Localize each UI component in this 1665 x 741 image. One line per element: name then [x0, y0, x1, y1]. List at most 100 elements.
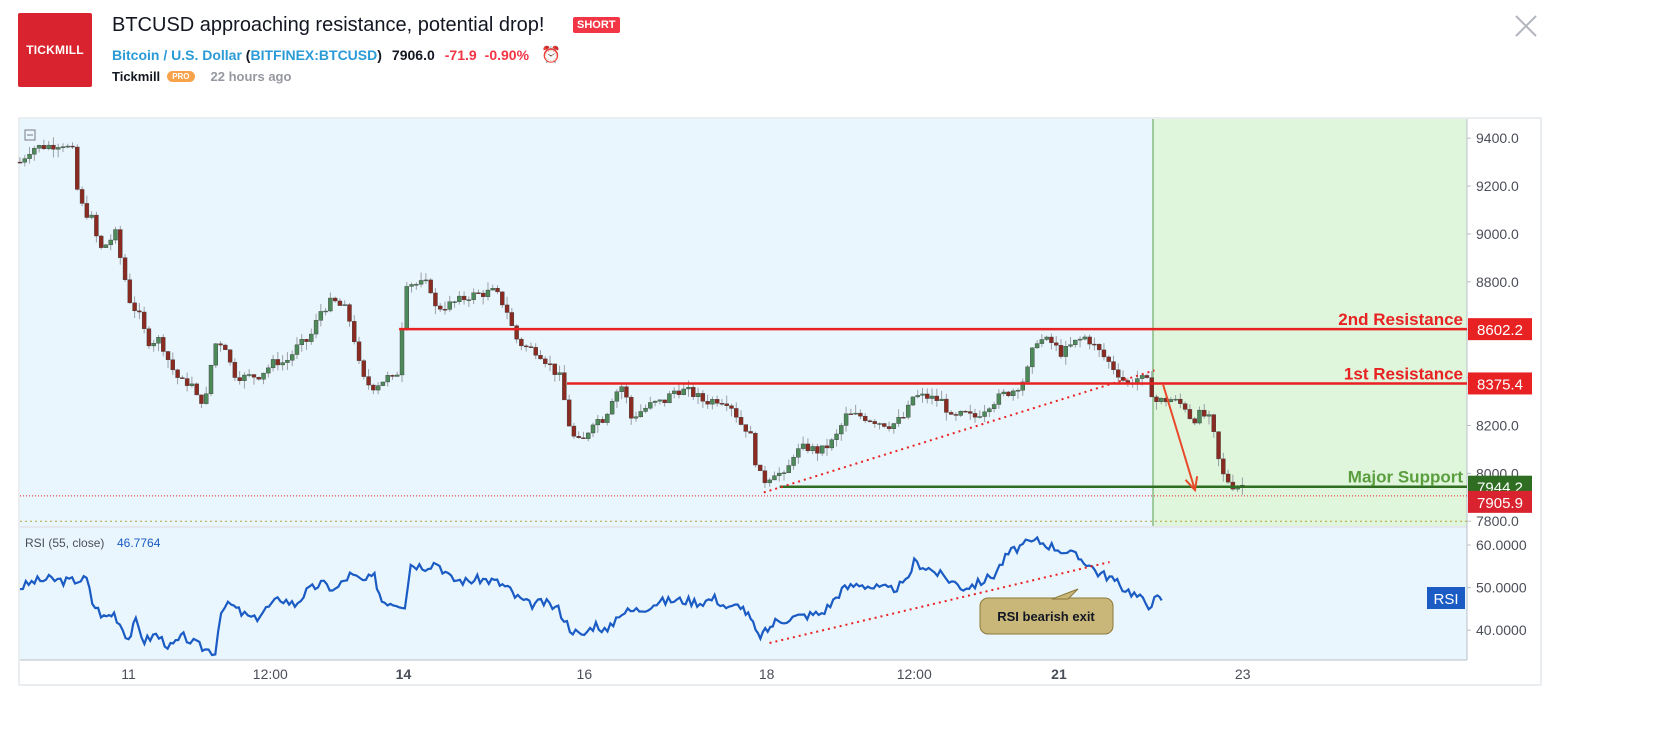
candle-body — [576, 436, 581, 438]
candle-body — [1058, 345, 1064, 357]
time-tick-label: 21 — [1051, 666, 1067, 682]
candle-body — [414, 284, 419, 286]
candle-body — [920, 393, 925, 396]
candle-body — [1197, 409, 1202, 424]
candle-body — [934, 395, 940, 401]
candle-body — [786, 465, 791, 473]
candle-body — [700, 393, 706, 402]
candle-body — [461, 295, 467, 301]
time-tick-label: 12:00 — [897, 666, 932, 682]
target-zone — [1153, 119, 1467, 526]
candle-body — [605, 413, 610, 423]
candle-body — [399, 328, 405, 376]
price-tick-label: 8800.0 — [1476, 274, 1519, 290]
candle-body — [1211, 414, 1216, 432]
symbol-code-link[interactable]: BITFINEX:BTCUSD — [250, 47, 378, 63]
candle-body — [848, 413, 854, 415]
candle-body — [777, 472, 782, 476]
candle-body — [471, 292, 476, 300]
candle-body — [820, 445, 825, 454]
time-tick-label: 23 — [1235, 666, 1251, 682]
candle-body — [332, 297, 338, 302]
candle-body — [595, 419, 600, 426]
candle-body — [829, 439, 834, 449]
candle-body — [944, 398, 949, 413]
candle-body — [313, 320, 319, 335]
candle-body — [1044, 336, 1049, 340]
candle-body — [180, 377, 185, 379]
close-icon[interactable] — [1513, 13, 1539, 39]
collapse-pane-icon — [24, 129, 36, 141]
candle-body — [56, 147, 61, 150]
candle-body — [1025, 366, 1030, 383]
candle-body — [347, 304, 352, 322]
alarm-clock-icon[interactable]: ⏰ — [541, 47, 561, 64]
candle-body — [227, 349, 233, 363]
candle-body — [939, 398, 944, 401]
candle-body — [495, 288, 500, 293]
candle-body — [853, 412, 858, 415]
resistance-2-label: 2nd Resistance — [1338, 310, 1463, 329]
candle-body — [380, 381, 386, 386]
candle-body — [27, 154, 32, 159]
candle-body — [51, 144, 56, 150]
candle-body — [113, 229, 118, 241]
candle-body — [691, 387, 696, 397]
candle-body — [800, 443, 806, 449]
candle-body — [161, 337, 166, 352]
resistance-1-value-text: 8375.4 — [1477, 376, 1523, 393]
candle-body — [65, 145, 70, 148]
candle-body — [915, 395, 920, 398]
candle-body — [385, 375, 390, 383]
candle-body — [948, 412, 954, 415]
candle-body — [275, 359, 281, 366]
candle-body — [170, 359, 176, 371]
candle-body — [858, 412, 863, 417]
candle-body — [208, 364, 214, 394]
candle-body — [609, 401, 615, 415]
candle-body — [1001, 391, 1006, 395]
candle-body — [753, 432, 758, 466]
candle-body — [1144, 375, 1150, 378]
candle-body — [796, 448, 801, 458]
candle-body — [877, 423, 882, 425]
candle-body — [94, 214, 99, 237]
candle-body — [409, 284, 414, 287]
candle-body — [824, 445, 830, 449]
candle-body — [1154, 396, 1159, 402]
candle-body — [438, 305, 443, 310]
symbol-name-link[interactable]: Bitcoin / U.S. Dollar — [112, 47, 242, 63]
candle-body — [1082, 336, 1088, 340]
candle-body — [89, 214, 94, 218]
candle-body — [342, 304, 347, 306]
drop-arrow-shaft — [1162, 384, 1196, 491]
tickmill-logo[interactable]: TICKMILL — [18, 13, 92, 87]
candle-body — [1221, 458, 1226, 475]
candle-body — [867, 420, 873, 422]
candle-body — [614, 391, 620, 402]
candle-body — [251, 374, 257, 378]
candle-body — [1039, 339, 1045, 344]
idea-title: BTCUSD approaching resistance, potential… — [112, 14, 545, 36]
candle-body — [977, 416, 982, 418]
candle-body — [996, 393, 1002, 405]
candle-body — [213, 343, 218, 366]
candle-body — [223, 344, 228, 351]
symbol-price: 7906.0 — [391, 47, 435, 63]
candle-body — [767, 479, 772, 484]
candle-body — [75, 146, 80, 190]
candle-body — [652, 400, 658, 403]
candle-body — [328, 297, 333, 312]
candle-body — [1206, 414, 1212, 417]
author-name[interactable]: Tickmill — [112, 69, 161, 84]
candle-body — [968, 411, 973, 414]
candle-body — [901, 417, 906, 419]
rsi-callout-bubble — [979, 597, 1114, 635]
rsi-callout-text: RSI bearish exit — [997, 609, 1095, 624]
candle-body — [843, 413, 849, 426]
candle-body — [633, 416, 639, 419]
candle-body — [1068, 344, 1073, 347]
candle-body — [810, 446, 815, 452]
candle-body — [514, 325, 519, 340]
